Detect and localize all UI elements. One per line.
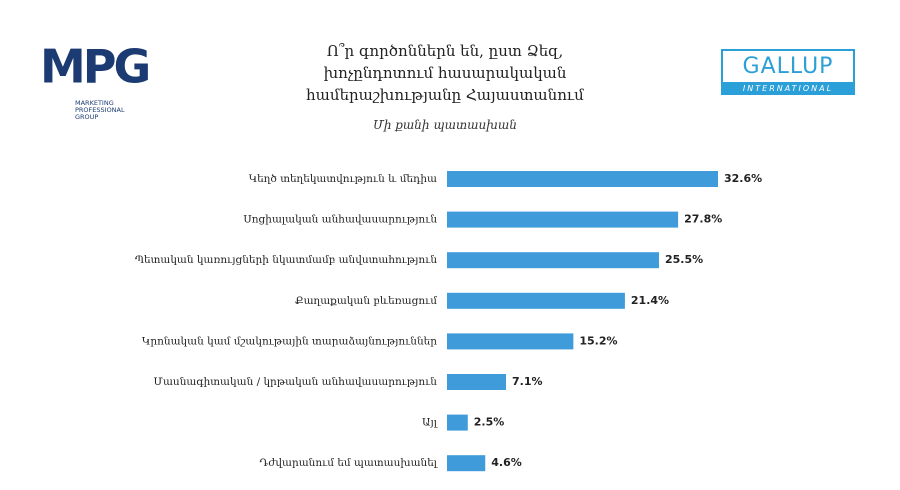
value-label: 21.4% (631, 294, 669, 307)
bar (447, 171, 718, 187)
category-label: Այլ (422, 417, 439, 429)
mpg-logo-text: MARKETING (75, 99, 114, 107)
gallup-logo: GALLUP (743, 54, 834, 79)
chart-subtitle: Մի քանի պատասխան (373, 118, 517, 132)
category-label: Սոցիալական անհավասարություն (243, 214, 437, 226)
value-label: 15.2% (579, 334, 617, 347)
category-label: Քաղաքական բևեռացում (295, 295, 438, 307)
bar (447, 455, 486, 472)
bar (447, 374, 507, 390)
mpg-logo-text: GROUP (75, 113, 98, 121)
value-label: 27.8% (684, 213, 722, 226)
category-label: Կրոնական կամ մշակութային տարաձայնություն… (142, 334, 437, 347)
category-label: Պետական կառույցների նկատմամբ անվստահությ… (135, 254, 437, 266)
bar (447, 292, 625, 309)
gallup-logo-band: INTERNATIONAL (743, 84, 833, 93)
category-label: Մասնագիտական / կրթական անհավասարություն (154, 376, 438, 388)
value-label: 4.6% (491, 456, 522, 469)
mpg-logo-text: PROFESSIONAL (75, 106, 125, 114)
gallup-band (722, 82, 854, 94)
bar (447, 333, 574, 350)
bar (447, 211, 679, 228)
value-label: 7.1% (512, 375, 543, 388)
value-label: 25.5% (665, 253, 703, 266)
value-label: 32.6% (724, 172, 762, 185)
value-label: 2.5% (474, 416, 505, 429)
bar (447, 414, 468, 431)
category-label: Կեղծ տեղեկատվություն և մեդիա (249, 173, 437, 185)
mpg-logo: MPG (40, 40, 148, 94)
bar (447, 252, 659, 269)
category-label: Դժվարանում եմ պատասխանել (259, 457, 438, 469)
chart-title: Ո՞ր գործոններն են, ըստ Ձեզ, խոչընդոտում … (306, 42, 584, 104)
